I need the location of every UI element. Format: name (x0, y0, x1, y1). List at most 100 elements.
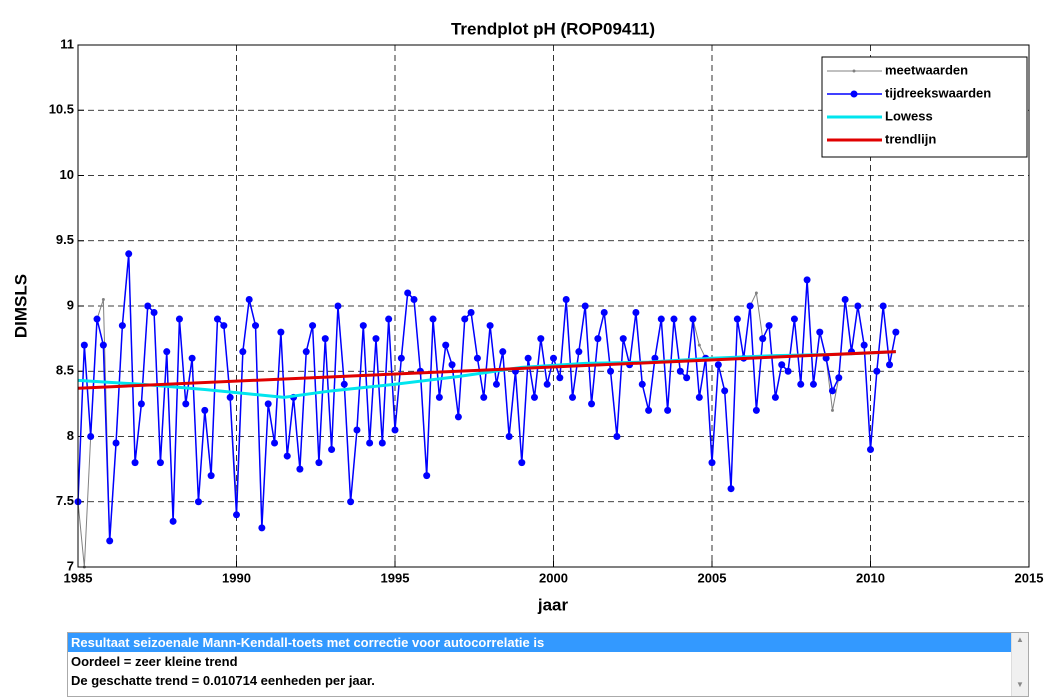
data-point (492, 380, 500, 388)
data-point (594, 335, 602, 343)
data-point (442, 341, 450, 349)
data-point (101, 297, 105, 301)
data-point (676, 367, 684, 375)
plot-frame (77, 44, 1030, 568)
result-line[interactable]: De geschatte trend = 0.010714 eenheden p… (71, 673, 375, 688)
data-point (150, 309, 158, 317)
data-point (697, 343, 701, 347)
data-point (632, 309, 640, 317)
data-point (822, 354, 830, 362)
data-point (391, 426, 399, 434)
x-tick-label: 2015 (1015, 570, 1044, 585)
data-point (879, 302, 887, 310)
data-point (600, 309, 608, 317)
data-point (467, 309, 475, 317)
data-point (144, 302, 152, 310)
data-point (252, 322, 260, 330)
data-point (385, 315, 393, 323)
x-axis-label: jaar (537, 595, 569, 614)
data-point (226, 393, 234, 401)
y-tick-label: 9 (67, 297, 74, 312)
data-point (486, 322, 494, 330)
series-line (77, 350, 896, 390)
data-point (575, 348, 583, 356)
data-point (454, 413, 462, 421)
data-point (93, 315, 101, 323)
data-point (372, 335, 380, 343)
data-point (721, 387, 729, 395)
legend-label: trendlijn (885, 131, 936, 146)
data-point (131, 459, 139, 467)
data-point (550, 354, 557, 362)
data-point (182, 400, 190, 408)
data-point (125, 250, 133, 258)
data-point (461, 315, 469, 323)
data-point (759, 335, 767, 343)
x-tick-label: 1985 (64, 570, 93, 585)
scrollbar[interactable]: ▲ ▼ (1011, 633, 1028, 696)
data-point (518, 459, 526, 467)
data-point (239, 348, 247, 356)
data-point (505, 433, 513, 440)
data-point (524, 354, 532, 362)
data-point (651, 354, 659, 362)
data-point (537, 335, 545, 343)
data-point (695, 393, 703, 401)
data-point (201, 406, 209, 414)
data-point (283, 452, 291, 460)
data-point (664, 406, 672, 414)
legend-label: meetwaarden (885, 62, 968, 77)
data-point (727, 485, 735, 493)
data-point (873, 367, 881, 375)
data-point (207, 472, 215, 480)
data-point (830, 408, 834, 412)
data-point (347, 498, 355, 506)
data-point (435, 393, 443, 401)
data-point (499, 348, 507, 356)
data-point (397, 354, 405, 362)
data-point (429, 315, 437, 323)
data-point (87, 433, 95, 440)
data-point (854, 302, 862, 310)
data-point (328, 446, 336, 454)
x-tick-label: 1990 (222, 570, 251, 585)
series-line (77, 253, 897, 541)
legend-label: tijdreekswaarden (885, 85, 991, 100)
data-point (638, 380, 646, 388)
data-point (99, 341, 107, 349)
result-line[interactable]: Resultaat seizoenale Mann-Kendall-toets … (68, 633, 1011, 652)
data-point (156, 459, 164, 467)
result-list[interactable]: Resultaat seizoenale Mann-Kendall-toets … (67, 632, 1029, 697)
data-point (473, 354, 481, 362)
data-point (784, 367, 792, 375)
data-point (213, 315, 221, 323)
data-point (137, 400, 145, 408)
data-point (296, 465, 304, 473)
data-point (194, 498, 202, 506)
y-tick-label: 7 (67, 558, 74, 573)
data-point (366, 439, 374, 447)
chart: Trendplot pH (ROP09411) jaar DIMSLS 1985… (11, 19, 1044, 614)
data-point (530, 393, 538, 401)
data-point (714, 361, 722, 369)
data-point (754, 291, 758, 295)
data-point (689, 315, 697, 323)
data-point (771, 393, 779, 401)
data-point (378, 439, 386, 447)
series-line (77, 350, 896, 399)
data-point (746, 302, 754, 310)
data-point (860, 341, 868, 349)
data-point (118, 322, 126, 330)
data-point (175, 315, 183, 323)
data-point (708, 459, 716, 467)
data-point (359, 322, 367, 330)
result-line[interactable]: Oordeel = zeer kleine trend (71, 654, 238, 669)
data-point (410, 295, 418, 303)
data-point (112, 439, 120, 447)
data-point (683, 374, 691, 382)
x-tick-label: 2010 (856, 570, 885, 585)
data-point (657, 315, 665, 323)
data-point (264, 400, 272, 408)
data-point (353, 426, 361, 434)
data-point (809, 380, 817, 388)
